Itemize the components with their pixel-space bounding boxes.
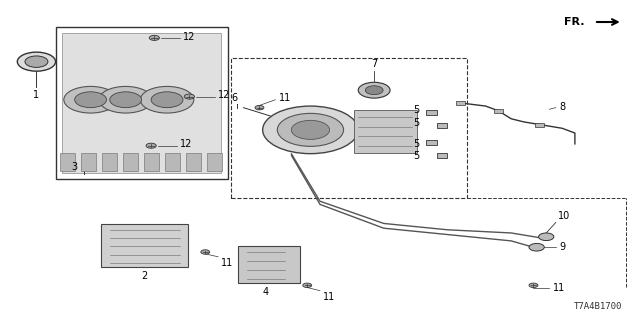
FancyBboxPatch shape <box>239 246 300 283</box>
Circle shape <box>75 92 106 108</box>
Bar <box>456 101 465 105</box>
Circle shape <box>184 94 195 99</box>
Text: 5: 5 <box>413 105 419 115</box>
FancyBboxPatch shape <box>164 153 180 172</box>
FancyBboxPatch shape <box>81 153 96 172</box>
Text: 2: 2 <box>141 271 148 281</box>
Circle shape <box>255 105 264 110</box>
Text: T7A4B1700: T7A4B1700 <box>574 302 623 311</box>
Text: 7: 7 <box>371 59 378 69</box>
Circle shape <box>365 86 383 95</box>
Circle shape <box>201 250 210 254</box>
FancyBboxPatch shape <box>123 153 138 172</box>
Bar <box>426 140 436 145</box>
Text: 12: 12 <box>218 90 230 100</box>
Text: FR.: FR. <box>564 17 584 27</box>
Circle shape <box>529 283 538 288</box>
Bar <box>426 110 436 115</box>
FancyBboxPatch shape <box>101 224 188 267</box>
Text: 10: 10 <box>557 211 570 221</box>
FancyBboxPatch shape <box>62 33 221 173</box>
FancyBboxPatch shape <box>207 153 222 172</box>
Text: 8: 8 <box>559 102 565 112</box>
Text: 5: 5 <box>413 118 419 128</box>
Circle shape <box>99 86 152 113</box>
Text: 1: 1 <box>33 90 40 100</box>
Circle shape <box>358 82 390 98</box>
Circle shape <box>109 92 141 108</box>
Text: 3: 3 <box>72 162 78 172</box>
Circle shape <box>17 52 56 71</box>
Circle shape <box>146 143 156 148</box>
Bar <box>437 123 447 128</box>
Circle shape <box>303 283 312 288</box>
Circle shape <box>149 35 159 40</box>
Text: 11: 11 <box>323 292 335 302</box>
Text: 12: 12 <box>180 140 192 149</box>
Circle shape <box>539 233 554 241</box>
Circle shape <box>262 106 358 154</box>
FancyBboxPatch shape <box>102 153 117 172</box>
Text: 11: 11 <box>221 258 234 268</box>
Bar <box>231 59 467 198</box>
Text: 11: 11 <box>278 93 291 103</box>
Circle shape <box>277 113 344 146</box>
Bar <box>56 27 228 179</box>
Circle shape <box>529 244 544 251</box>
Circle shape <box>140 86 194 113</box>
Text: 5: 5 <box>413 151 419 161</box>
FancyBboxPatch shape <box>354 110 417 153</box>
FancyBboxPatch shape <box>186 153 201 172</box>
Text: 4: 4 <box>263 287 269 297</box>
Text: 12: 12 <box>183 32 195 42</box>
Circle shape <box>25 56 48 68</box>
FancyBboxPatch shape <box>60 153 76 172</box>
Text: 11: 11 <box>552 283 565 292</box>
Circle shape <box>151 92 183 108</box>
Bar <box>494 108 503 113</box>
FancyBboxPatch shape <box>144 153 159 172</box>
Text: 9: 9 <box>559 242 565 252</box>
Bar <box>536 123 544 127</box>
Text: 5: 5 <box>413 139 419 148</box>
Circle shape <box>64 86 117 113</box>
Bar <box>437 153 447 158</box>
Circle shape <box>291 120 330 140</box>
Text: 6: 6 <box>231 93 237 103</box>
